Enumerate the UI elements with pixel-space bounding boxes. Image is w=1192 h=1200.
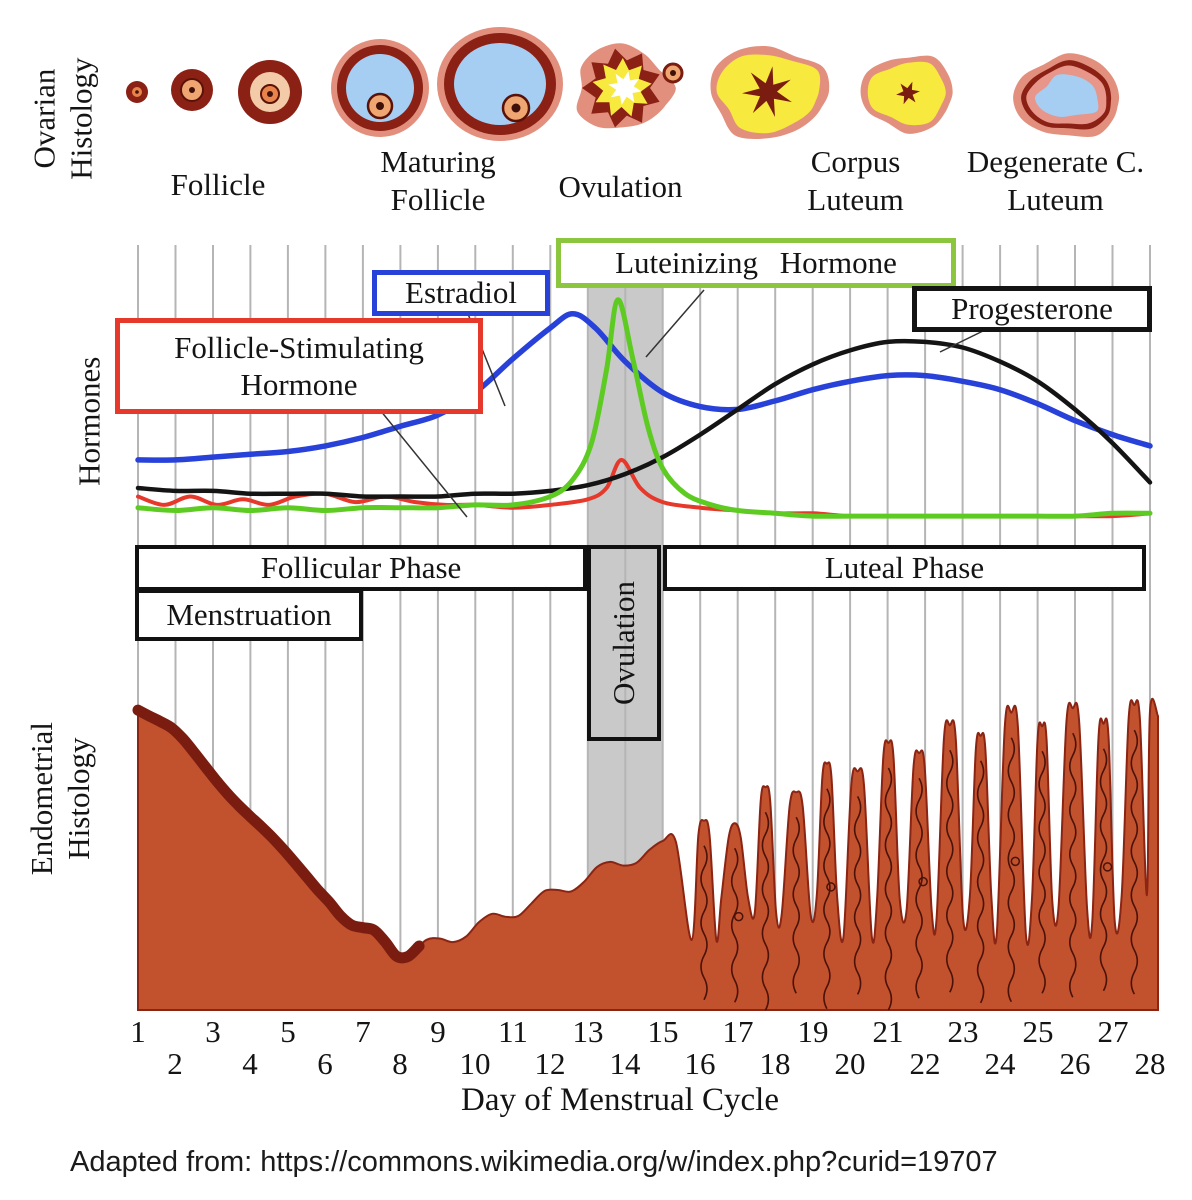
axis-day-17: 17: [722, 1014, 754, 1049]
axis-day-26: 26: [1059, 1046, 1091, 1081]
axis-day-28: 28: [1134, 1046, 1166, 1081]
legend-pointer-line: [939, 329, 986, 353]
axis-day-10: 10: [459, 1046, 491, 1081]
primary-follicle-icon: [171, 69, 213, 111]
degenerate-corpus-luteum-icon: [1013, 53, 1120, 137]
axis-day-12: 12: [534, 1046, 566, 1081]
axis-day-13: 13: [572, 1014, 604, 1049]
stage-label-corpus-luteum: Corpus Luteum: [807, 144, 904, 217]
mature-follicle-icon: [437, 27, 563, 141]
axis-day-1: 1: [130, 1014, 146, 1049]
estradiol-legend-box: Estradiol: [372, 270, 550, 316]
axis-day-11: 11: [498, 1014, 528, 1049]
x-axis-title: Day of Menstrual Cycle: [461, 1082, 779, 1118]
axis-day-24: 24: [984, 1046, 1016, 1081]
fsh-legend-box: Follicle-Stimulating Hormone: [115, 318, 483, 414]
hormone-curve-2: [135, 297, 1153, 519]
axis-day-18: 18: [759, 1046, 791, 1081]
axis-day-19: 19: [797, 1014, 829, 1049]
secondary-follicle-icon: [238, 60, 302, 124]
axis-day-5: 5: [280, 1014, 296, 1049]
axis-day-16: 16: [684, 1046, 716, 1081]
hormones-axis-label: Hormones: [71, 356, 107, 486]
corpus-luteum-icon: [710, 46, 830, 139]
ovarian-histology-label: Ovarian Histology: [26, 57, 98, 180]
endometrial-histology-label: Endometrial Histology: [23, 721, 96, 876]
axis-day-8: 8: [392, 1046, 408, 1081]
attribution-text: Adapted from: https://commons.wikimedia.…: [70, 1146, 998, 1178]
axis-day-2: 2: [167, 1046, 183, 1081]
stage-label-follicle: Follicle: [170, 167, 266, 202]
axis-day-15: 15: [647, 1014, 679, 1049]
axis-day-27: 27: [1097, 1014, 1129, 1049]
stage-label-ovulation: Ovulation: [558, 169, 683, 204]
axis-day-22: 22: [909, 1046, 941, 1081]
stage-label-degenerate-c-luteum: Degenerate C. Luteum: [966, 144, 1145, 217]
primordial-follicle-icon: [126, 81, 148, 103]
ovulation-burst-icon: [576, 43, 684, 129]
stage-label-maturing-follicle: Maturing Follicle: [380, 144, 496, 217]
progesterone-legend-box: Progesterone: [912, 286, 1152, 332]
axis-day-23: 23: [947, 1014, 979, 1049]
axis-day-6: 6: [317, 1046, 333, 1081]
maturing-follicle-icon: [331, 39, 429, 137]
axis-day-4: 4: [242, 1046, 258, 1081]
hormone-curve-3: [135, 338, 1153, 499]
endometrium-drawing: [132, 697, 1159, 1011]
follicular-phase-box: Follicular Phase: [135, 545, 587, 591]
axis-day-7: 7: [355, 1014, 371, 1049]
legend-pointer-line: [645, 289, 705, 358]
regressing-corpus-luteum-icon: [860, 55, 953, 134]
axis-day-14: 14: [609, 1046, 641, 1081]
menstruation-box: Menstruation: [135, 589, 363, 641]
axis-day-25: 25: [1022, 1014, 1054, 1049]
luteal-phase-box: Luteal Phase: [663, 545, 1146, 591]
axis-day-20: 20: [834, 1046, 866, 1081]
axis-day-9: 9: [430, 1014, 446, 1049]
lh-legend-box: Luteinizing Hormone: [556, 238, 956, 288]
ovarian-histology-strip: [126, 27, 1120, 141]
legend-pointer-line: [379, 409, 468, 518]
hormone-curve-1: [135, 311, 1153, 463]
axis-day-21: 21: [872, 1014, 904, 1049]
axis-day-3: 3: [205, 1014, 221, 1049]
ovulation-phase-box: Ovulation: [587, 545, 661, 741]
